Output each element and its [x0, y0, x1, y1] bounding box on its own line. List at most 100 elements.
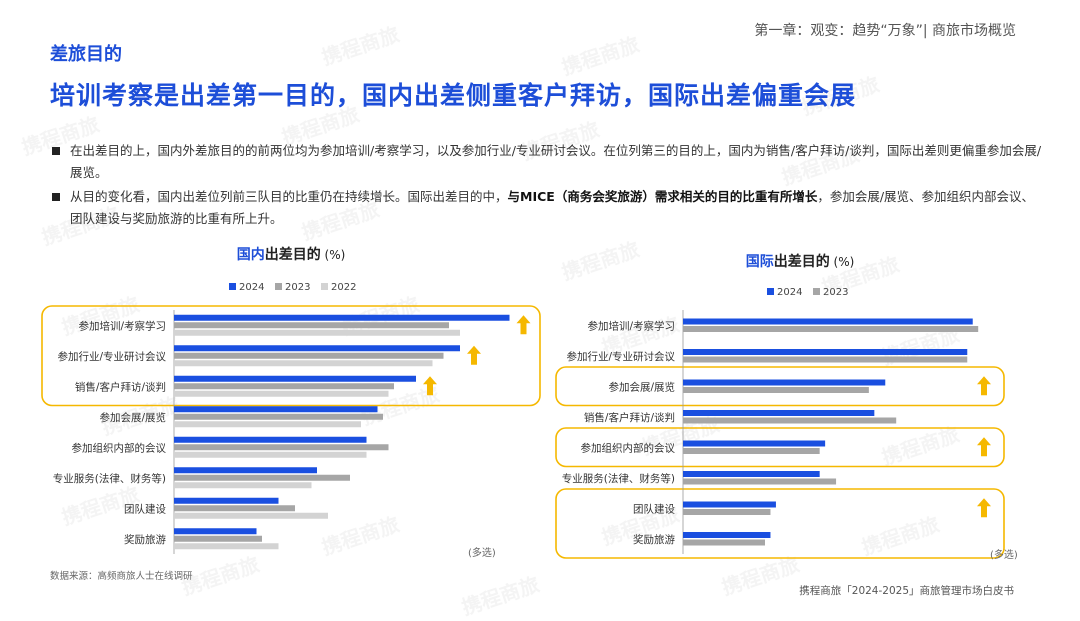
bar-2023 [683, 448, 820, 454]
international-multi-select-note: (多选) [990, 550, 1018, 561]
bar-2024 [174, 528, 257, 535]
bar-2022 [174, 421, 361, 428]
legend-swatch [229, 283, 236, 290]
highlight-box [555, 427, 1005, 468]
bullet-segment: 在出差目的上，国内外差旅目的的前两位均为参加培训/考察学习，以及参加行业/专业研… [70, 143, 1042, 180]
highlight-box [41, 305, 541, 407]
chart-title: 国内出差目的 (%) [237, 246, 346, 263]
highlight-box [555, 488, 1005, 559]
category-label: 奖励旅游 [124, 533, 166, 546]
bar-2022 [174, 329, 460, 336]
up-arrow-icon [516, 315, 531, 335]
category-label: 参加培训/考察学习 [587, 319, 675, 332]
bar-2024 [683, 349, 968, 355]
bar-2024 [683, 318, 973, 325]
bar-2024 [683, 410, 875, 416]
chart-title-accent: 国际 [746, 254, 774, 270]
legend-label: 2022 [331, 282, 356, 293]
bar-2023 [683, 509, 771, 515]
up-arrow-icon [467, 345, 481, 365]
chart-title-rest: 出差目的 [265, 246, 321, 263]
bullet-list: 在出差目的上，国内外差旅目的的前两位均为参加培训/考察学习，以及参加行业/专业研… [52, 140, 1042, 232]
footer-report-title: 携程商旅「2024-2025」商旅管理市场白皮书 [799, 585, 1014, 597]
category-label: 参加行业/专业研讨会议 [57, 350, 166, 363]
category-label: 专业服务(法律、财务等) [53, 472, 166, 485]
bar-2022 [174, 482, 312, 489]
chart-title-unit: (%) [321, 248, 346, 262]
bar-2022 [174, 543, 279, 550]
bar-2024 [174, 497, 279, 504]
bar-2022 [174, 512, 328, 519]
bar-2023 [683, 539, 765, 546]
bar-2024 [683, 532, 771, 538]
category-label: 参加组织内部的会议 [72, 441, 167, 454]
bar-2024 [174, 314, 510, 321]
legend-label: 2024 [777, 287, 802, 298]
bullet-emphasis: 与MICE（商务会奖旅游）需求相关的目的比重有所增长 [507, 189, 818, 204]
up-arrow-icon [977, 437, 991, 457]
bar-2023 [174, 383, 394, 390]
bar-2023 [683, 356, 968, 363]
up-arrow-icon [977, 498, 991, 518]
bar-2024 [174, 375, 416, 382]
data-source: 数据来源：高频商旅人士在线调研 [50, 571, 193, 582]
category-label: 销售/客户拜访/谈判 [75, 380, 166, 393]
highlight-box [555, 366, 1005, 407]
bar-2023 [683, 417, 897, 424]
bar-2022 [174, 390, 389, 397]
category-label: 参加培训/考察学习 [78, 319, 166, 332]
legend-swatch [275, 283, 282, 290]
bar-2022 [174, 360, 433, 367]
category-label: 参加会展/展览 [608, 380, 675, 393]
bullet-text: 在出差目的上，国内外差旅目的的前两位均为参加培训/考察学习，以及参加行业/专业研… [70, 143, 1041, 180]
legend-swatch [767, 288, 774, 295]
bullet-square-icon [52, 147, 60, 155]
section-tag: 差旅目的 [50, 44, 122, 65]
bullet-square-icon [52, 193, 60, 201]
category-label: 奖励旅游 [633, 533, 675, 546]
bullet-item-2: 从目的变化看，国内出差位列前三队目的比重仍在持续增长。国际出差目的中，与MICE… [52, 186, 1042, 230]
bullet-segment: 从目的变化看，国内出差位列前三队目的比重仍在持续增长。国际出差目的中， [70, 189, 508, 204]
category-label: 专业服务(法律、财务等) [562, 472, 675, 485]
bar-2024 [174, 436, 367, 443]
legend-label: 2023 [285, 282, 310, 293]
headline: 培训考察是出差第一目的，国内出差侧重客户拜访，国际出差偏重会展 [50, 81, 857, 110]
chart-title: 国际出差目的 (%) [746, 253, 855, 270]
category-label: 参加会展/展览 [99, 411, 166, 424]
legend-label: 2023 [823, 287, 848, 298]
category-label: 销售/客户拜访/谈判 [584, 411, 675, 424]
chart-title-rest: 出差目的 [774, 253, 830, 270]
bar-2023 [174, 535, 262, 542]
bar-2023 [683, 326, 979, 332]
bar-2023 [683, 387, 869, 393]
category-label: 团队建设 [124, 502, 166, 515]
chapter-title: 第一章：观变：趋势“万象”| 商旅市场概览 [754, 23, 1016, 39]
domestic-purpose-chart: 国内出差目的 (%) 2024 2023 2022 参加培训/考察学习参加行业/专业研讨… [41, 246, 541, 554]
bar-2023 [174, 322, 449, 329]
bar-2022 [174, 451, 367, 458]
bar-2024 [683, 471, 820, 477]
bar-2023 [174, 505, 295, 512]
category-label: 参加组织内部的会议 [581, 441, 676, 454]
bullet-segment: ，参加会展/展览、参加组织内部会议、团队建设与奖励旅游的比重有所上升。 [70, 189, 1035, 226]
bullet-text: 从目的变化看，国内出差位列前三队目的比重仍在持续增长。国际出差目的中，与MICE… [70, 189, 1034, 226]
legend-label: 2024 [239, 282, 264, 293]
bar-2024 [174, 406, 378, 413]
category-label: 参加行业/专业研讨会议 [566, 350, 675, 363]
up-arrow-icon [977, 376, 991, 396]
bar-2024 [683, 379, 886, 386]
category-label: 团队建设 [633, 502, 675, 515]
bar-2023 [174, 444, 389, 451]
chart-title-unit: (%) [830, 255, 855, 269]
bar-2024 [683, 440, 826, 447]
up-arrow-icon [423, 376, 437, 396]
bar-2024 [683, 501, 776, 508]
chart-title-accent: 国内 [237, 246, 265, 263]
legend-swatch [321, 283, 328, 290]
legend-swatch [813, 288, 820, 295]
bar-2024 [174, 467, 317, 474]
bar-2023 [174, 352, 444, 359]
bar-2024 [174, 345, 460, 352]
international-purpose-chart: 国际出差目的 (%) 2024 2023 参加培训/考察学习参加行业/专业研讨会议参加… [555, 253, 1005, 559]
bullet-item-1: 在出差目的上，国内外差旅目的的前两位均为参加培训/考察学习，以及参加行业/专业研… [52, 140, 1042, 184]
